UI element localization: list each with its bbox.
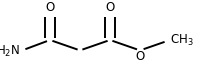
Text: O: O bbox=[105, 1, 115, 14]
Text: O: O bbox=[45, 1, 55, 14]
Text: H$_2$N: H$_2$N bbox=[0, 44, 20, 59]
Text: CH$_3$: CH$_3$ bbox=[170, 32, 194, 48]
Text: O: O bbox=[135, 50, 145, 63]
